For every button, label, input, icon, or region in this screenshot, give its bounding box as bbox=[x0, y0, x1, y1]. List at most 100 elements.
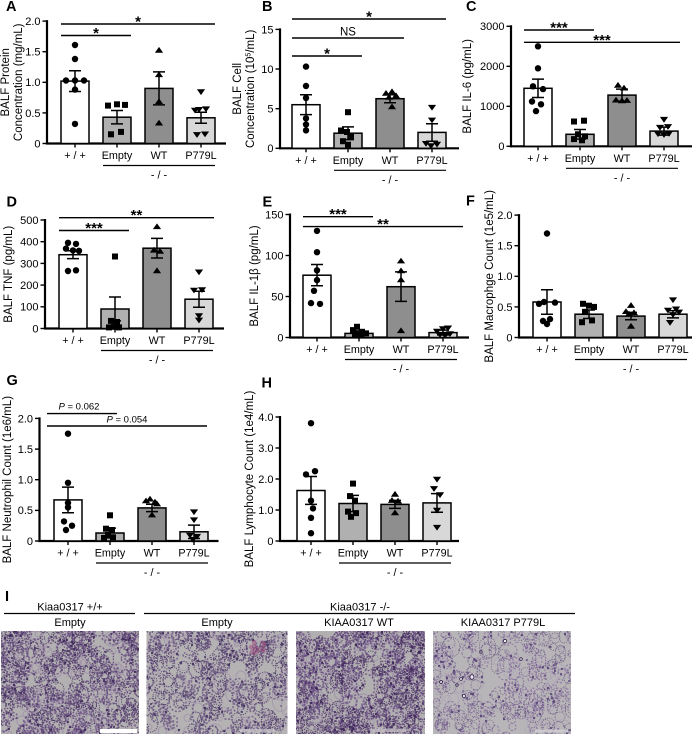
svg-text:+ / +: + / + bbox=[295, 155, 317, 167]
svg-text:BALF TNF (pg/mL): BALF TNF (pg/mL) bbox=[3, 226, 15, 323]
svg-text:2.0: 2.0 bbox=[258, 474, 273, 486]
svg-text:+ / +: + / + bbox=[527, 153, 549, 165]
svg-text:P779L: P779L bbox=[416, 155, 447, 167]
svg-text:4.0: 4.0 bbox=[258, 412, 273, 424]
svg-text:P779L: P779L bbox=[657, 344, 688, 356]
svg-text:***: *** bbox=[550, 20, 568, 37]
svg-text:1.5: 1.5 bbox=[18, 444, 33, 456]
svg-text:A: A bbox=[6, 0, 17, 15]
svg-text:P779L: P779L bbox=[648, 153, 679, 165]
svg-text:WT: WT bbox=[144, 548, 161, 560]
svg-text:5: 5 bbox=[267, 104, 273, 116]
svg-text:10: 10 bbox=[261, 64, 273, 76]
svg-text:- / -: - / - bbox=[393, 364, 410, 376]
svg-text:Empty: Empty bbox=[338, 548, 369, 560]
svg-text:WT: WT bbox=[614, 153, 631, 165]
svg-text:Concentration (mg/mL): Concentration (mg/mL) bbox=[13, 23, 25, 141]
svg-text:P779L: P779L bbox=[178, 548, 209, 560]
svg-text:Empty: Empty bbox=[95, 548, 126, 560]
svg-text:BALF Neutrophil Count (1e6/mL): BALF Neutrophil Count (1e6/mL) bbox=[2, 396, 14, 564]
svg-text:**: ** bbox=[131, 207, 143, 224]
svg-text:***: *** bbox=[85, 220, 103, 237]
svg-text:+ / +: + / + bbox=[536, 344, 558, 356]
svg-text:1.5: 1.5 bbox=[497, 241, 512, 253]
svg-text:Empty: Empty bbox=[100, 335, 131, 347]
svg-text:*: * bbox=[135, 14, 141, 31]
svg-text:1.0: 1.0 bbox=[258, 505, 273, 517]
svg-text:P779L: P779L bbox=[183, 335, 214, 347]
svg-text:100: 100 bbox=[20, 302, 38, 314]
svg-text:Kiaa0317 -/-: Kiaa0317 -/- bbox=[330, 602, 390, 614]
svg-text:0.5: 0.5 bbox=[497, 302, 512, 314]
svg-text:0: 0 bbox=[267, 143, 273, 155]
svg-text:P779L: P779L bbox=[421, 548, 452, 560]
svg-text:0: 0 bbox=[34, 138, 40, 150]
svg-text:B: B bbox=[262, 0, 272, 15]
svg-text:BALF Lymphocyte Count (1e4/mL): BALF Lymphocyte Count (1e4/mL) bbox=[244, 391, 256, 568]
svg-text:- / -: - / - bbox=[151, 170, 168, 182]
svg-text:P = 0.062: P = 0.062 bbox=[59, 402, 100, 413]
svg-text:Empty: Empty bbox=[201, 617, 233, 629]
svg-text:BALF Protein: BALF Protein bbox=[0, 48, 12, 116]
svg-text:***: *** bbox=[593, 32, 611, 49]
svg-text:- / -: - / - bbox=[382, 174, 399, 186]
svg-text:+ / +: + / + bbox=[300, 548, 322, 560]
svg-text:50: 50 bbox=[271, 291, 283, 303]
svg-text:300: 300 bbox=[20, 258, 38, 270]
svg-text:*: * bbox=[366, 9, 372, 26]
svg-text:15: 15 bbox=[261, 24, 273, 36]
svg-text:1.0: 1.0 bbox=[18, 475, 33, 487]
svg-text:2.0: 2.0 bbox=[25, 16, 40, 28]
svg-text:0.5: 0.5 bbox=[25, 108, 40, 120]
svg-text:+ / +: + / + bbox=[62, 335, 84, 347]
svg-text:+ / +: + / + bbox=[306, 344, 328, 356]
svg-text:500: 500 bbox=[20, 215, 38, 227]
svg-text:Empty: Empty bbox=[565, 153, 596, 165]
svg-text:WT: WT bbox=[149, 335, 166, 347]
svg-text:1.0: 1.0 bbox=[25, 77, 40, 89]
svg-text:3.0: 3.0 bbox=[258, 443, 273, 455]
svg-text:P = 0.054: P = 0.054 bbox=[107, 415, 148, 426]
svg-text:0.5: 0.5 bbox=[18, 505, 33, 517]
svg-text:0: 0 bbox=[27, 536, 33, 548]
svg-text:Empty: Empty bbox=[102, 150, 133, 162]
svg-text:F: F bbox=[466, 194, 475, 210]
svg-text:+ / +: + / + bbox=[64, 150, 86, 162]
svg-text:WT: WT bbox=[623, 344, 640, 356]
svg-text:0: 0 bbox=[498, 141, 504, 153]
svg-text:I: I bbox=[5, 589, 9, 605]
svg-text:2000: 2000 bbox=[480, 61, 504, 73]
svg-text:3000: 3000 bbox=[480, 21, 504, 33]
svg-text:0: 0 bbox=[267, 536, 273, 548]
svg-text:0: 0 bbox=[277, 332, 283, 344]
svg-text:BALF Macrophge Count (1e5/mL): BALF Macrophge Count (1e5/mL) bbox=[484, 190, 496, 363]
svg-text:0: 0 bbox=[506, 332, 512, 344]
svg-text:WT: WT bbox=[387, 548, 404, 560]
svg-text:WT: WT bbox=[393, 344, 410, 356]
svg-text:Empty: Empty bbox=[333, 155, 364, 167]
svg-text:E: E bbox=[263, 195, 273, 211]
svg-text:2.0: 2.0 bbox=[18, 413, 33, 425]
svg-text:150: 150 bbox=[265, 209, 283, 221]
svg-text:C: C bbox=[466, 0, 477, 15]
svg-text:*: * bbox=[93, 25, 99, 42]
svg-text:1000: 1000 bbox=[480, 101, 504, 113]
svg-text:- / -: - / - bbox=[144, 567, 161, 579]
svg-text:400: 400 bbox=[20, 237, 38, 249]
svg-text:0: 0 bbox=[32, 323, 38, 335]
svg-text:+ / +: + / + bbox=[57, 548, 79, 560]
svg-text:- / -: - / - bbox=[614, 172, 631, 184]
svg-text:**: ** bbox=[377, 216, 389, 233]
svg-text:Concentration (105/mL): Concentration (105/mL) bbox=[245, 29, 257, 147]
svg-text:WT: WT bbox=[151, 150, 168, 162]
svg-text:1.5: 1.5 bbox=[25, 47, 40, 59]
svg-text:BALF Cell: BALF Cell bbox=[232, 63, 244, 115]
svg-text:- / -: - / - bbox=[387, 567, 404, 579]
svg-text:KIAA0317 P779L: KIAA0317 P779L bbox=[461, 617, 545, 629]
svg-text:- / -: - / - bbox=[149, 355, 166, 367]
svg-text:KIAA0317 WT: KIAA0317 WT bbox=[324, 617, 394, 629]
svg-text:NS: NS bbox=[340, 27, 356, 39]
svg-text:Empty: Empty bbox=[574, 344, 605, 356]
svg-text:WT: WT bbox=[382, 155, 399, 167]
svg-text:BALF IL-1β (pg/mL): BALF IL-1β (pg/mL) bbox=[249, 225, 261, 326]
